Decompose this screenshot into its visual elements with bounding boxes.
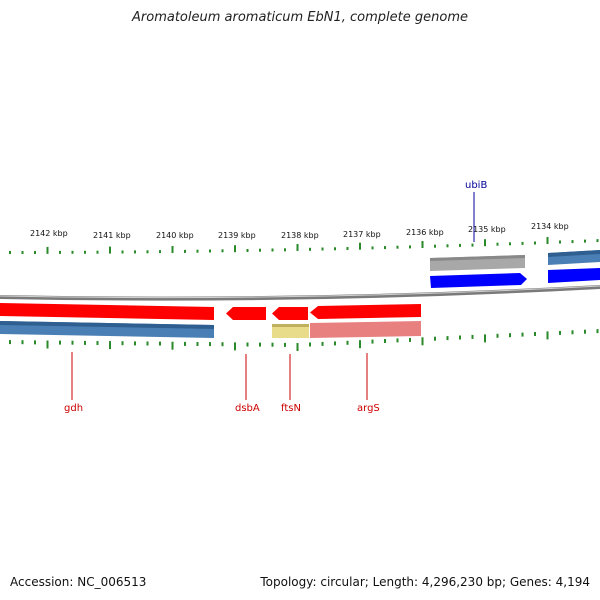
gene-blue-reverse-shade [0, 321, 214, 329]
gene-label-argS[interactable]: argS [357, 403, 380, 414]
gene-blue-forward-shade [548, 250, 600, 257]
scale-ticks-top [9, 237, 599, 254]
scale-label-2137: 2137 kbp [343, 230, 381, 239]
cds-forward-right[interactable] [548, 268, 600, 283]
gene-yellow-reverse[interactable] [272, 324, 309, 338]
gene-label-lines [71, 192, 475, 400]
cds-argS[interactable] [310, 304, 421, 319]
gene-grey-forward-shade [430, 255, 525, 261]
scale-label-2136: 2136 kbp [406, 228, 444, 237]
scale-label-2139: 2139 kbp [218, 231, 256, 240]
cds-dsbA[interactable] [226, 307, 266, 320]
accession-text: Accession: NC_006513 [10, 575, 147, 589]
scale-label-2134: 2134 kbp [531, 222, 569, 231]
scale-label-2140: 2140 kbp [156, 231, 194, 240]
gene-labels: gdh dsbA ftsN argS ubiB [64, 180, 487, 414]
gene-label-dsbA[interactable]: dsbA [235, 403, 260, 414]
genome-backbone-highlight [0, 285, 600, 299]
scale-label-2142: 2142 kbp [30, 229, 68, 238]
reverse-features [0, 303, 421, 338]
map-title: Aromatoleum aromaticum EbN1, complete ge… [132, 10, 468, 25]
forward-features [430, 250, 600, 288]
cds-ftsN[interactable] [272, 307, 308, 320]
cds-ubiB[interactable] [430, 273, 527, 288]
gene-label-gdh[interactable]: gdh [64, 403, 83, 414]
scale-label-2135: 2135 kbp [468, 225, 506, 234]
scale-label-2141: 2141 kbp [93, 231, 131, 240]
scale-label-2138: 2138 kbp [281, 231, 319, 240]
gene-label-ubiB[interactable]: ubiB [465, 180, 487, 191]
gene-yellow-reverse-shade [272, 324, 309, 327]
genome-stats-text: Topology: circular; Length: 4,296,230 bp… [260, 575, 590, 589]
scale-labels: 2142 kbp 2141 kbp 2140 kbp 2139 kbp 2138… [30, 222, 569, 240]
scale-ticks-bottom [9, 329, 599, 351]
genome-backbone [0, 285, 600, 301]
gene-pink-reverse[interactable] [310, 321, 421, 338]
gene-label-ftsN[interactable]: ftsN [281, 403, 301, 414]
cds-gdh[interactable] [0, 303, 214, 320]
